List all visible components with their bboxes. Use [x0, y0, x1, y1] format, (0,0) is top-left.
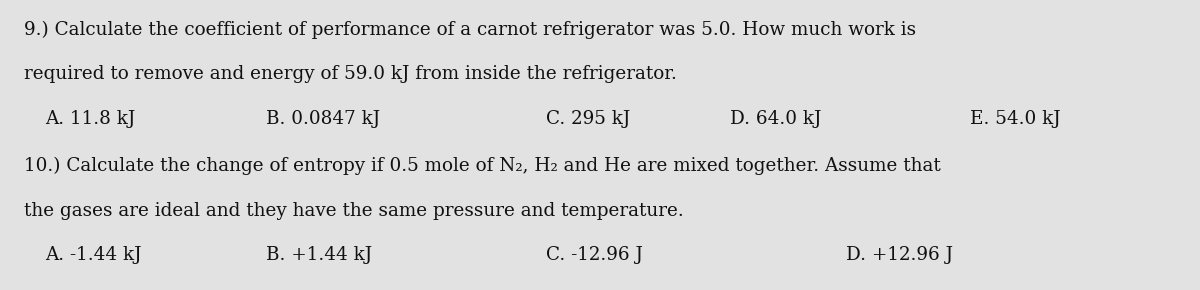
- Text: B. +1.44 kJ: B. +1.44 kJ: [266, 246, 372, 264]
- Text: B. 0.0847 kJ: B. 0.0847 kJ: [266, 110, 380, 128]
- Text: 10.) Calculate the change of entropy if 0.5 mole of N₂, H₂ and He are mixed toge: 10.) Calculate the change of entropy if …: [24, 157, 941, 175]
- Text: the gases are ideal and they have the same pressure and temperature.: the gases are ideal and they have the sa…: [24, 202, 684, 220]
- Text: C. -12.96 J: C. -12.96 J: [546, 246, 643, 264]
- Text: A. -1.44 kJ: A. -1.44 kJ: [46, 246, 142, 264]
- Text: required to remove and energy of 59.0 kJ from inside the refrigerator.: required to remove and energy of 59.0 kJ…: [24, 65, 677, 83]
- Text: 9.) Calculate the coefficient of performance of a carnot refrigerator was 5.0. H: 9.) Calculate the coefficient of perform…: [24, 20, 916, 39]
- Text: E. 54.0 kJ: E. 54.0 kJ: [970, 110, 1061, 128]
- Text: A. 11.8 kJ: A. 11.8 kJ: [46, 110, 136, 128]
- Text: D. 64.0 kJ: D. 64.0 kJ: [730, 110, 821, 128]
- Text: D. +12.96 J: D. +12.96 J: [846, 246, 953, 264]
- Text: C. 295 kJ: C. 295 kJ: [546, 110, 630, 128]
